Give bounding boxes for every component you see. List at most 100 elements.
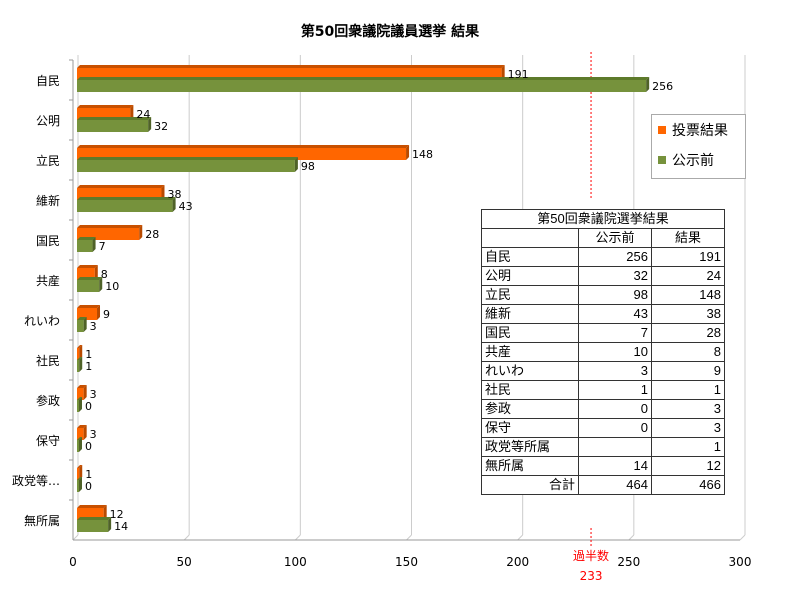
bar-top	[77, 117, 152, 120]
data-label: 3	[90, 428, 97, 441]
bar-side	[130, 105, 134, 120]
data-label: 9	[103, 308, 110, 321]
data-label: 0	[85, 400, 92, 413]
bar-side	[646, 77, 650, 92]
bar-before	[77, 200, 173, 212]
legend: 投票結果 公示前	[651, 114, 746, 179]
table-cell-value: 14	[578, 456, 652, 476]
bar-result	[77, 348, 80, 360]
table-row: 共産 10 8	[481, 342, 725, 362]
table-row: 維新 43 38	[481, 304, 725, 324]
bar-before	[77, 440, 79, 452]
table-header	[481, 228, 579, 248]
bar-top	[77, 225, 143, 228]
table-cell-value: 24	[651, 266, 725, 286]
data-label: 14	[114, 520, 128, 533]
table-cell-value: 7	[578, 323, 652, 343]
bar-side	[99, 277, 103, 292]
data-label: 3	[90, 320, 97, 333]
table-cell-party: 政党等所属	[481, 437, 579, 457]
bar-top	[77, 77, 650, 80]
bar-side	[79, 437, 82, 452]
legend-label: 公示前	[672, 153, 714, 169]
bar-top	[77, 65, 505, 68]
bar-result	[77, 428, 84, 440]
table-header: 結果	[651, 228, 725, 248]
bar-top	[77, 345, 83, 348]
x-tick-label: 0	[69, 555, 77, 569]
bar-top	[77, 357, 83, 360]
data-label: 98	[301, 160, 315, 173]
table-cell-value: 9	[651, 361, 725, 381]
x-tick-label: 250	[617, 555, 640, 569]
data-label: 10	[105, 280, 119, 293]
table-cell-value: 12	[651, 456, 725, 476]
bar-top	[77, 145, 410, 148]
table-cell-party: 保守	[481, 418, 579, 438]
bar-side	[92, 237, 96, 252]
bar-top	[77, 185, 165, 188]
table-cell-value: 0	[578, 418, 652, 438]
bar-side	[172, 197, 176, 212]
table-cell-party: 維新	[481, 304, 579, 324]
bar-before	[77, 360, 80, 372]
gridline-depth	[183, 534, 190, 541]
bar-top	[77, 157, 298, 160]
data-label: 0	[85, 440, 92, 453]
bar-before	[77, 520, 109, 532]
table-cell-value: 148	[651, 285, 725, 305]
data-label: 24	[136, 108, 150, 121]
category-label: 国民	[36, 234, 60, 248]
category-label: 維新	[36, 193, 60, 208]
bar-before	[77, 280, 100, 292]
gridline-depth	[628, 534, 635, 541]
category-label: 立民	[36, 153, 60, 168]
table-cell-party: 公明	[481, 266, 579, 286]
legend-item-before: 公示前	[652, 145, 745, 175]
bar-top	[77, 305, 101, 308]
table-cell-party: れいわ	[481, 361, 579, 381]
bar-side	[79, 357, 83, 372]
bar-top	[77, 197, 176, 200]
table-cell-party: 自民	[481, 247, 579, 267]
table-row: 参政 0 3	[481, 399, 725, 419]
bar-top	[77, 437, 82, 440]
table-cell-value: 3	[578, 361, 652, 381]
x-tick-label: 200	[506, 555, 529, 569]
gridline-depth	[72, 534, 79, 541]
x-tick-label: 150	[395, 555, 418, 569]
bar-top	[77, 477, 82, 480]
category-label: 保守	[36, 434, 60, 448]
bar-top	[77, 397, 82, 400]
legend-item-result: 投票結果	[652, 115, 745, 145]
data-label: 0	[85, 480, 92, 493]
bar-side	[79, 345, 83, 360]
table-cell-value: 3	[651, 399, 725, 419]
category-label: 政党等…	[12, 473, 60, 488]
bar-top	[77, 237, 96, 240]
table-row: 政党等所属 1	[481, 437, 725, 457]
table-cell-value: 38	[651, 304, 725, 324]
table-cell-value: 43	[578, 304, 652, 324]
bar-side	[103, 505, 107, 520]
data-label: 1	[85, 468, 92, 481]
bar-side	[94, 265, 98, 280]
data-label: 148	[412, 148, 433, 161]
table-cell-value	[578, 437, 652, 457]
category-label: 参政	[36, 393, 60, 408]
bar-before	[77, 480, 79, 492]
bar-before	[77, 320, 84, 332]
data-label: 1	[85, 348, 92, 361]
table-cell-party: 無所属	[481, 456, 579, 476]
bar-result	[77, 388, 84, 400]
bar-side	[294, 157, 298, 172]
data-label: 256	[652, 80, 673, 93]
category-label: 自民	[36, 74, 60, 88]
table-row: 立民 98 148	[481, 285, 725, 305]
category-label: れいわ	[24, 314, 60, 328]
bar-side	[139, 225, 143, 240]
bar-top	[77, 385, 87, 388]
legend-swatch	[658, 126, 666, 134]
bar-side	[83, 425, 87, 440]
